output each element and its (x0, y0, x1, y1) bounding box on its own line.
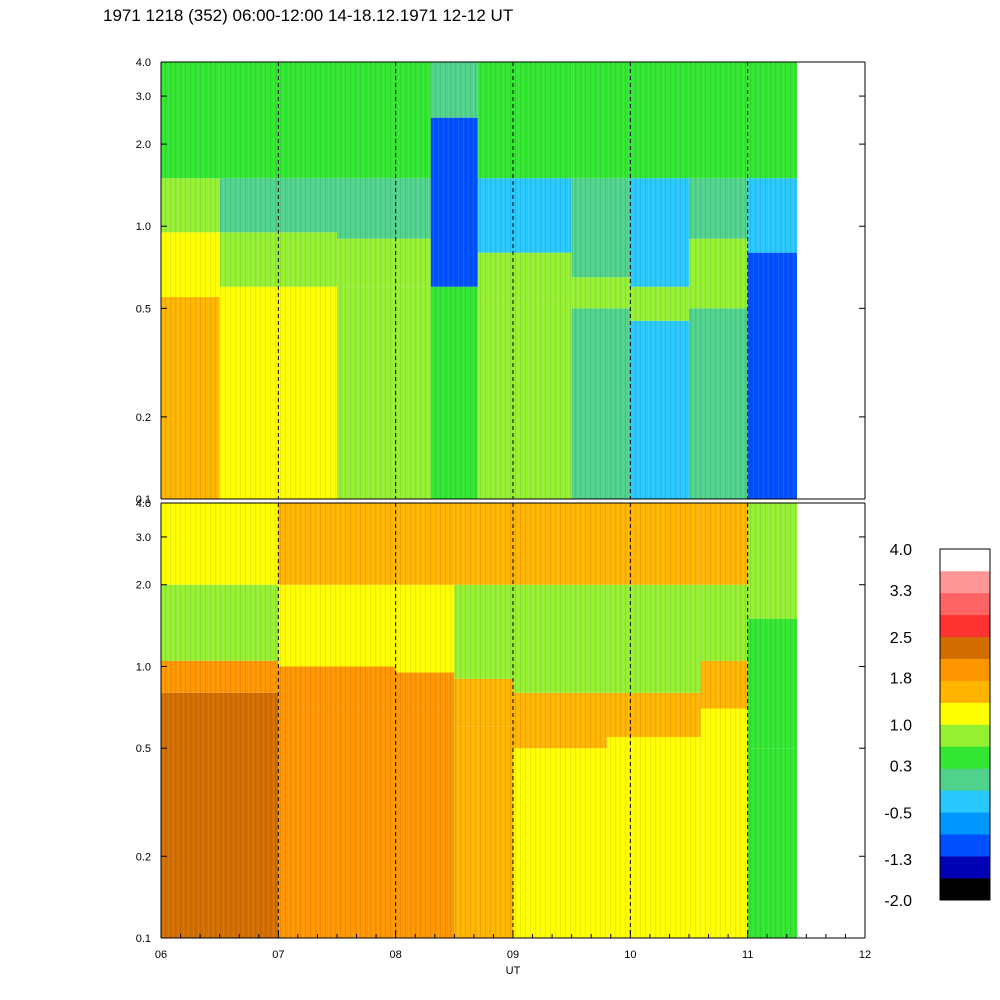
y-tick-label: 4.0 (136, 498, 151, 510)
colorbar-label: 2.5 (890, 630, 912, 647)
y-tick-label: 0.1 (136, 933, 151, 945)
colorbar-swatch (940, 614, 990, 638)
x-tick-label: 09 (507, 949, 519, 961)
x-tick-label: 08 (390, 949, 402, 961)
colorbar-swatch (940, 658, 990, 681)
y-tick-label: 0.2 (136, 851, 151, 863)
heatmap-texture (161, 503, 797, 938)
colorbar-swatch (940, 834, 990, 857)
colorbar-label: 0.3 (890, 758, 912, 775)
colorbar-swatch (940, 680, 990, 703)
y-tick-label: 4.0 (136, 57, 151, 69)
y-tick-label: 3.0 (136, 532, 151, 544)
colorbar-swatch (940, 549, 990, 572)
colorbar-label: -2.0 (884, 893, 912, 910)
colorbar-swatch (940, 570, 990, 594)
bottom-spectrogram-panel: 0.1 0.2 0.5 1.0 2.0 3.0 4.0 06 07 08 09 10 11 12 UT (136, 498, 871, 977)
x-tick-label: 06 (155, 949, 167, 961)
colorbar-label: 1.8 (890, 671, 912, 688)
y-tick-label: 2.0 (136, 580, 151, 592)
colorbar-swatch (940, 702, 990, 725)
y-tick-label: 0.1 (136, 494, 151, 506)
heatmap-texture (161, 62, 797, 499)
y-tick-label: 3.0 (136, 91, 151, 103)
colorbar-swatch (940, 768, 990, 791)
colorbar-swatch (940, 790, 990, 813)
colorbar-label: -0.5 (884, 805, 912, 822)
y-tick-label: 0.2 (136, 412, 151, 424)
colorbar-label: 4.0 (890, 542, 912, 559)
colorbar-swatch (940, 636, 990, 659)
colorbar-frame (939, 548, 991, 901)
colorbar-label: 3.3 (890, 583, 912, 600)
x-tick-label: 12 (859, 949, 871, 961)
x-axis-label: UT (506, 965, 521, 977)
colorbar-label: 1.0 (890, 718, 912, 735)
y-tick-label: 1.0 (136, 661, 151, 673)
colorbar-swatch (940, 592, 990, 616)
colorbar-swatch (940, 878, 990, 901)
x-tick-label: 10 (624, 949, 636, 961)
colorbar-swatch (940, 746, 990, 769)
colorbar-swatch (940, 856, 990, 879)
colorbar-swatch (940, 724, 990, 747)
y-tick-label: 0.5 (136, 303, 151, 315)
top-spectrogram-panel: 0.1 0.2 0.5 1.0 2.0 3.0 4.0 (136, 57, 866, 506)
x-tick-label: 07 (272, 949, 284, 961)
y-tick-label: 1.0 (136, 221, 151, 233)
y-tick-label: 0.5 (136, 743, 151, 755)
colorbar: 4.0 3.3 2.5 1.8 1.0 0.3 -0.5 -1.3 -2.0 (884, 542, 991, 910)
colorbar-label: -1.3 (884, 852, 912, 869)
chart-title: 1971 1218 (352) 06:00-12:00 14-18.12.197… (103, 6, 514, 25)
colorbar-swatch (940, 812, 990, 835)
x-tick-label: 11 (742, 949, 753, 961)
y-tick-label: 2.0 (136, 139, 151, 151)
